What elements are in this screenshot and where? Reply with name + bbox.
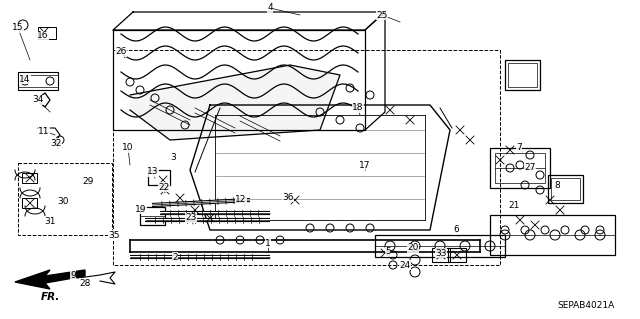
Text: 18: 18 — [352, 103, 364, 113]
Text: 33: 33 — [435, 249, 447, 257]
Bar — [490, 148, 550, 188]
Text: SEPAB4021A: SEPAB4021A — [557, 301, 615, 310]
Bar — [148, 170, 170, 185]
Bar — [432, 248, 450, 262]
Bar — [140, 207, 165, 225]
Text: 21: 21 — [508, 202, 520, 211]
Bar — [508, 63, 537, 87]
Text: 14: 14 — [19, 75, 31, 84]
Bar — [22, 198, 37, 208]
Text: 4: 4 — [267, 4, 273, 12]
Text: 6: 6 — [453, 226, 459, 234]
Text: 9: 9 — [70, 271, 76, 279]
Bar — [490, 215, 615, 255]
Bar — [548, 175, 583, 203]
Text: 16: 16 — [37, 32, 49, 41]
Text: 20: 20 — [407, 243, 419, 253]
Bar — [495, 153, 545, 183]
Text: 13: 13 — [147, 167, 159, 176]
Text: 35: 35 — [108, 231, 120, 240]
Text: FR.: FR. — [40, 292, 60, 302]
Text: 3: 3 — [170, 152, 176, 161]
Polygon shape — [130, 65, 340, 140]
Text: 22: 22 — [158, 182, 170, 191]
Text: 26: 26 — [115, 48, 127, 56]
Text: 12: 12 — [236, 196, 246, 204]
Bar — [505, 60, 540, 90]
Bar — [448, 248, 466, 262]
Text: 25: 25 — [376, 11, 388, 19]
Bar — [551, 178, 580, 200]
Text: 17: 17 — [359, 160, 371, 169]
Text: 10: 10 — [122, 144, 134, 152]
Text: 34: 34 — [32, 95, 44, 105]
Text: 7: 7 — [516, 144, 522, 152]
Bar — [375, 235, 505, 257]
Text: 2: 2 — [172, 253, 178, 262]
Bar — [22, 173, 37, 183]
Bar — [18, 75, 58, 87]
Text: 1: 1 — [265, 239, 271, 248]
Text: 15: 15 — [12, 24, 24, 33]
Text: 28: 28 — [79, 278, 91, 287]
Text: 27: 27 — [524, 162, 536, 172]
Bar — [18, 72, 58, 90]
Text: 29: 29 — [83, 176, 93, 186]
Bar — [38, 27, 56, 39]
Text: 11: 11 — [38, 127, 50, 136]
Polygon shape — [15, 270, 85, 289]
Text: 36: 36 — [282, 192, 294, 202]
Text: 24: 24 — [399, 261, 411, 270]
Text: 31: 31 — [44, 217, 56, 226]
Text: 32: 32 — [51, 138, 61, 147]
Text: 5: 5 — [385, 248, 391, 256]
Text: 8: 8 — [554, 181, 560, 189]
Text: 30: 30 — [57, 197, 68, 206]
Text: 23: 23 — [186, 213, 196, 222]
Text: 19: 19 — [135, 204, 147, 213]
